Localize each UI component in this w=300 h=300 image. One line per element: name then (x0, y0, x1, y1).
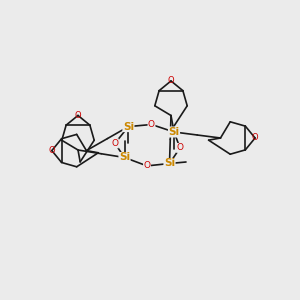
Text: Si: Si (123, 122, 134, 132)
Text: O: O (143, 161, 151, 170)
Text: O: O (111, 139, 118, 148)
Text: O: O (148, 120, 155, 129)
Text: O: O (176, 143, 184, 152)
Text: Si: Si (168, 127, 180, 137)
Text: Si: Si (119, 152, 130, 163)
Text: O: O (49, 146, 55, 155)
Text: O: O (252, 134, 258, 142)
Text: Si: Si (164, 158, 175, 169)
Text: O: O (75, 111, 81, 120)
Text: O: O (168, 76, 174, 85)
